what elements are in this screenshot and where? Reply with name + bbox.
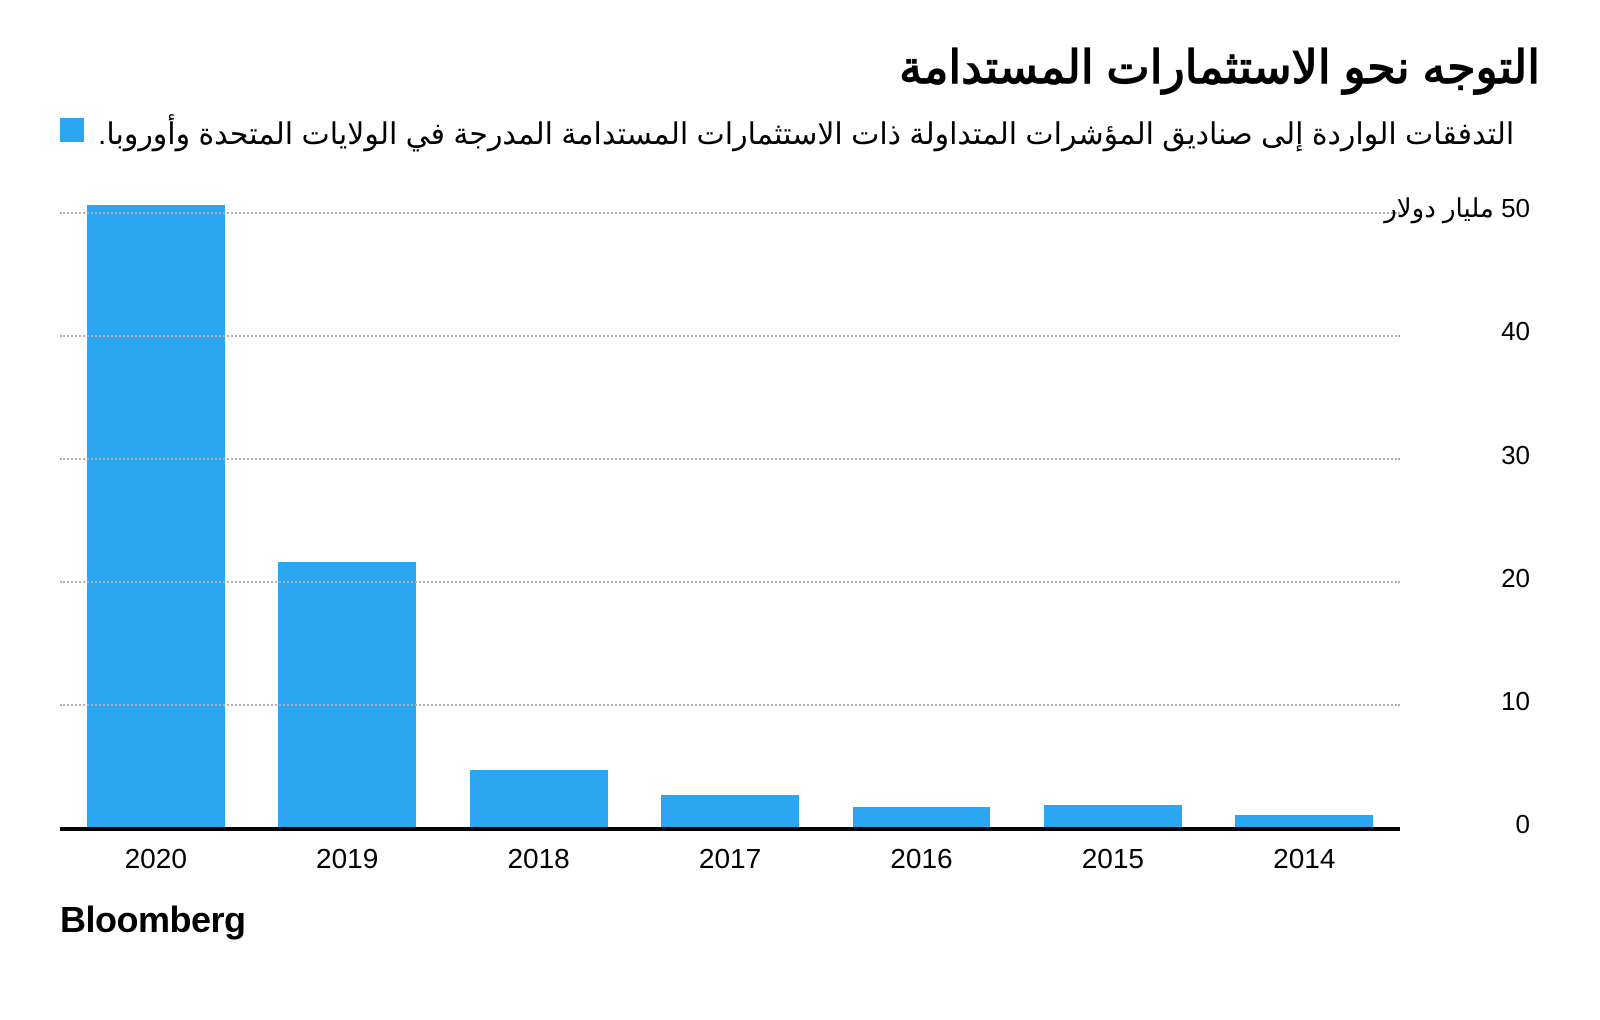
bar (1044, 805, 1182, 827)
gridline (60, 458, 1400, 460)
bar (853, 807, 991, 827)
bar-slot (443, 187, 634, 827)
bar-slot (634, 187, 825, 827)
y-tick-label: 30 (1501, 440, 1530, 471)
x-tick-label: 2014 (1209, 843, 1400, 875)
y-tick-label: 20 (1501, 563, 1530, 594)
x-tick-label: 2018 (443, 843, 634, 875)
legend: التدفقات الواردة إلى صناديق المؤشرات الم… (60, 112, 1540, 157)
gridline (60, 212, 1400, 214)
axis-baseline (60, 827, 1400, 831)
x-tick-label: 2015 (1017, 843, 1208, 875)
bar-slot (826, 187, 1017, 827)
bar (87, 205, 225, 827)
y-tick-label: 10 (1501, 686, 1530, 717)
gridline (60, 581, 1400, 583)
bars-group (60, 187, 1400, 827)
x-tick-label: 2016 (826, 843, 1017, 875)
chart-container: التوجه نحو الاستثمارات المستدامة التدفقا… (0, 0, 1600, 1020)
bar-slot (1017, 187, 1208, 827)
bar (278, 562, 416, 827)
gridline (60, 335, 1400, 337)
bar-slot (1209, 187, 1400, 827)
y-tick-label: 0 (1516, 809, 1530, 840)
x-tick-label: 2020 (60, 843, 251, 875)
plot-area: 01020304050 مليار دولار (60, 187, 1400, 827)
x-tick-label: 2017 (634, 843, 825, 875)
y-tick-label: 40 (1501, 316, 1530, 347)
x-axis-labels: 2014201520162017201820192020 (60, 843, 1400, 875)
bar-slot (251, 187, 442, 827)
legend-swatch-icon (60, 118, 84, 142)
y-tick-label: 50 مليار دولار (1384, 193, 1530, 224)
bar (470, 770, 608, 827)
legend-text: التدفقات الواردة إلى صناديق المؤشرات الم… (98, 112, 1514, 157)
bar (661, 795, 799, 827)
x-tick-label: 2019 (251, 843, 442, 875)
bar-slot (60, 187, 251, 827)
chart: 01020304050 مليار دولار 2014201520162017… (60, 187, 1540, 827)
chart-title: التوجه نحو الاستثمارات المستدامة (60, 40, 1540, 94)
brand-logo: Bloomberg (60, 899, 246, 941)
bar (1235, 815, 1373, 827)
gridline (60, 704, 1400, 706)
